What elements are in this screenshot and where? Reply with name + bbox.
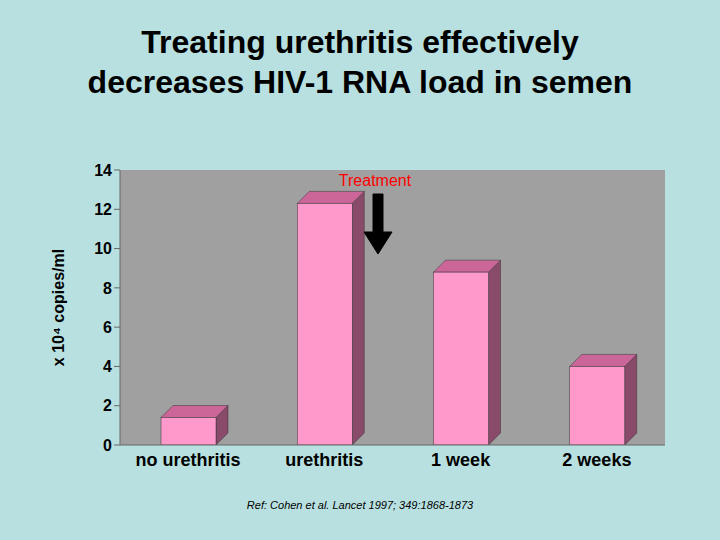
svg-text:8: 8	[103, 280, 112, 297]
svg-text:no urethritis: no urethritis	[136, 450, 241, 470]
svg-text:0: 0	[103, 437, 112, 454]
svg-text:10: 10	[94, 240, 112, 257]
html-text:Treatment: Treatment	[338, 172, 412, 189]
svg-text:2: 2	[103, 397, 112, 414]
svg-text:4: 4	[103, 358, 112, 375]
svg-text:12: 12	[94, 201, 112, 218]
svg-text:2 weeks: 2 weeks	[562, 450, 631, 470]
svg-text:6: 6	[103, 319, 112, 336]
html-text:Treating urethritis effectivel: Treating urethritis effectively decrease…	[87, 24, 633, 100]
svg-text:14: 14	[94, 162, 112, 179]
svg-text:1 week: 1 week	[431, 450, 491, 470]
svg-text:urethritis: urethritis	[285, 450, 363, 470]
html-text:Ref: Cohen et al. Lancet 1997;: Ref: Cohen et al. Lancet 1997; 349:1868-…	[246, 499, 474, 511]
svg-text:x 10⁴ copies/ml: x 10⁴ copies/ml	[50, 249, 67, 366]
